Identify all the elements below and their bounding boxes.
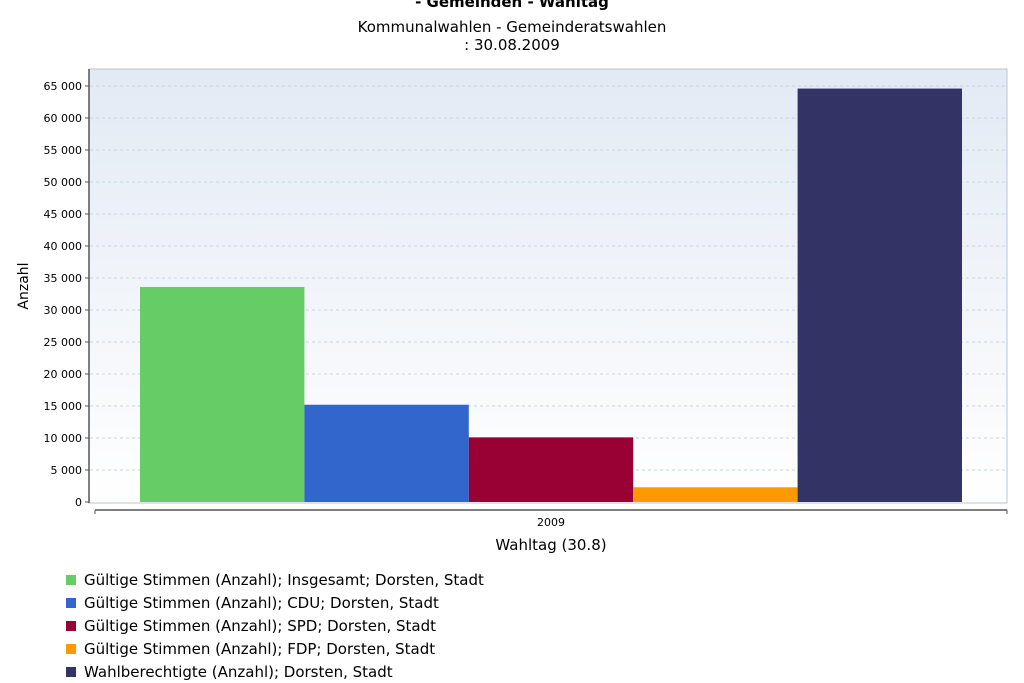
y-tick-label: 20 000	[44, 368, 83, 381]
legend-label: Gültige Stimmen (Anzahl); SPD; Dorsten, …	[84, 616, 436, 635]
y-tick-label: 0	[75, 496, 82, 509]
legend-label: Gültige Stimmen (Anzahl); CDU; Dorsten, …	[84, 593, 439, 612]
legend-item: Gültige Stimmen (Anzahl); Insgesamt; Dor…	[66, 568, 484, 591]
y-tick-label: 25 000	[44, 336, 83, 349]
y-tick-label: 45 000	[44, 208, 83, 221]
y-tick-label: 35 000	[44, 272, 83, 285]
legend-swatch	[66, 597, 76, 608]
bar	[468, 437, 634, 502]
y-tick-label: 15 000	[44, 400, 83, 413]
y-tick-label: 55 000	[44, 144, 83, 157]
legend-item: Wahlberechtigte (Anzahl); Dorsten, Stadt	[66, 660, 484, 683]
y-tick-label: 65 000	[44, 80, 83, 93]
legend-swatch	[66, 574, 76, 585]
bar	[140, 286, 305, 502]
legend-swatch	[66, 643, 76, 654]
y-tick-label: 30 000	[44, 304, 83, 317]
legend-label: Wahlberechtigte (Anzahl); Dorsten, Stadt	[84, 662, 393, 681]
bar-chart: 0 5 000 10 000 15 000 20 000 25 000 30 000 35 0…	[16, 68, 1008, 554]
chart-title: - Gemeinden - Wahltag	[415, 0, 609, 11]
legend-label: Gültige Stimmen (Anzahl); FDP; Dorsten, …	[84, 639, 436, 658]
chart-subtitle-line-2: : 30.08.2009	[464, 36, 560, 54]
x-tick-label: 2009	[537, 516, 565, 529]
legend-item: Gültige Stimmen (Anzahl); SPD; Dorsten, …	[66, 614, 484, 637]
y-tick-label: 5 000	[51, 464, 83, 477]
legend-swatch	[66, 666, 76, 677]
legend-item: Gültige Stimmen (Anzahl); FDP; Dorsten, …	[66, 637, 484, 660]
y-tick-label: 60 000	[44, 112, 83, 125]
chart-subtitle-line-1: Kommunalwahlen - Gemeinderatswahlen	[357, 18, 667, 36]
legend-swatch	[66, 620, 76, 631]
y-tick-label: 10 000	[44, 432, 83, 445]
legend-item: Gültige Stimmen (Anzahl); CDU; Dorsten, …	[66, 591, 484, 614]
y-axis-label: Anzahl	[16, 262, 32, 309]
legend-label: Gültige Stimmen (Anzahl); Insgesamt; Dor…	[84, 570, 484, 589]
chart-legend: Gültige Stimmen (Anzahl); Insgesamt; Dor…	[66, 568, 484, 683]
y-tick-label: 40 000	[44, 240, 83, 253]
bar	[304, 404, 469, 502]
y-tick-label: 50 000	[44, 176, 83, 189]
x-axis-label: Wahltag (30.8)	[495, 536, 606, 554]
bar	[797, 88, 962, 502]
bar	[633, 487, 798, 502]
